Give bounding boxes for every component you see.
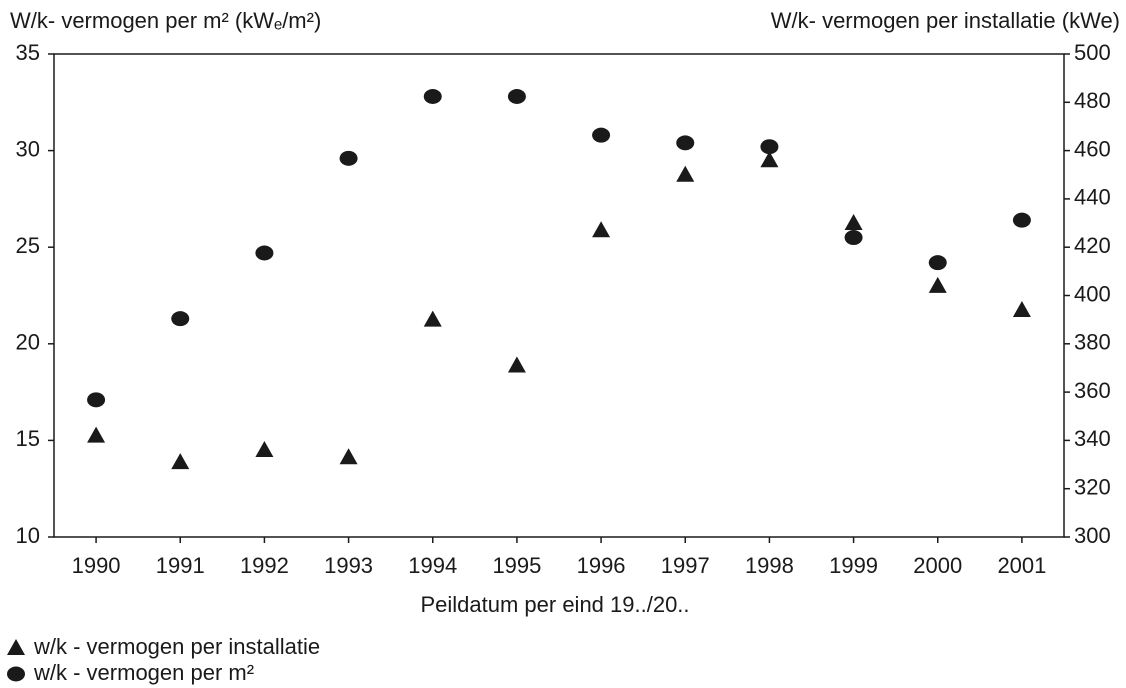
y-tick-label: 20: [16, 330, 40, 355]
y2-tick-label: 500: [1074, 40, 1111, 65]
point: [676, 165, 695, 182]
point: [423, 89, 442, 105]
point: [844, 214, 863, 231]
y2-tick-label: 340: [1074, 426, 1111, 451]
point: [507, 89, 526, 105]
x-axis-title: Peildatum per eind 19../20..: [420, 592, 689, 617]
y-tick-label: 35: [16, 40, 40, 65]
y2-tick-label: 320: [1074, 475, 1111, 500]
point: [87, 392, 106, 408]
point: [592, 127, 611, 143]
legend-marker: [7, 666, 25, 682]
x-tick-label: 1990: [72, 553, 121, 578]
legend-marker: [7, 639, 25, 655]
y2-tick-label: 480: [1074, 88, 1111, 113]
point: [339, 448, 358, 465]
point: [676, 135, 695, 151]
point: [339, 150, 358, 166]
y2-tick-label: 360: [1074, 378, 1111, 403]
x-tick-label: 1996: [577, 553, 626, 578]
point: [592, 221, 611, 238]
x-tick-label: 1995: [492, 553, 541, 578]
y-tick-label: 10: [16, 523, 40, 548]
plot-frame: [53, 53, 1065, 538]
y-tick-label: 30: [16, 136, 40, 161]
y2-tick-label: 380: [1074, 330, 1111, 355]
y-axis-title: W/k- vermogen per m² (kWₑ/m²): [10, 8, 321, 33]
y2-tick-label: 420: [1074, 233, 1111, 258]
point: [87, 426, 106, 443]
point: [255, 441, 274, 458]
point: [844, 230, 863, 246]
x-tick-label: 1997: [661, 553, 710, 578]
point: [928, 276, 947, 293]
point: [760, 139, 779, 155]
y2-tick-label: 440: [1074, 185, 1111, 210]
point: [928, 255, 947, 271]
x-tick-label: 2000: [913, 553, 962, 578]
x-tick-label: 1992: [240, 553, 289, 578]
y2-tick-label: 460: [1074, 136, 1111, 161]
x-tick-label: 2001: [997, 553, 1046, 578]
legend-label: w/k - vermogen per installatie: [33, 634, 320, 659]
point: [1012, 300, 1031, 317]
y2-axis-title: W/k- vermogen per installatie (kWe): [771, 8, 1120, 33]
x-tick-label: 1994: [408, 553, 457, 578]
point: [760, 151, 779, 168]
legend-label: w/k - vermogen per m²: [33, 660, 254, 685]
y2-tick-label: 400: [1074, 281, 1111, 306]
x-tick-label: 1991: [156, 553, 205, 578]
x-tick-label: 1998: [745, 553, 794, 578]
x-tick-label: 1993: [324, 553, 373, 578]
point: [255, 245, 274, 261]
point: [171, 311, 190, 327]
point: [507, 356, 526, 373]
x-tick-label: 1999: [829, 553, 878, 578]
point: [1012, 212, 1031, 228]
y-tick-label: 15: [16, 426, 40, 451]
y2-tick-label: 300: [1074, 523, 1111, 548]
y-tick-label: 25: [16, 233, 40, 258]
point: [171, 453, 190, 470]
point: [423, 310, 442, 327]
